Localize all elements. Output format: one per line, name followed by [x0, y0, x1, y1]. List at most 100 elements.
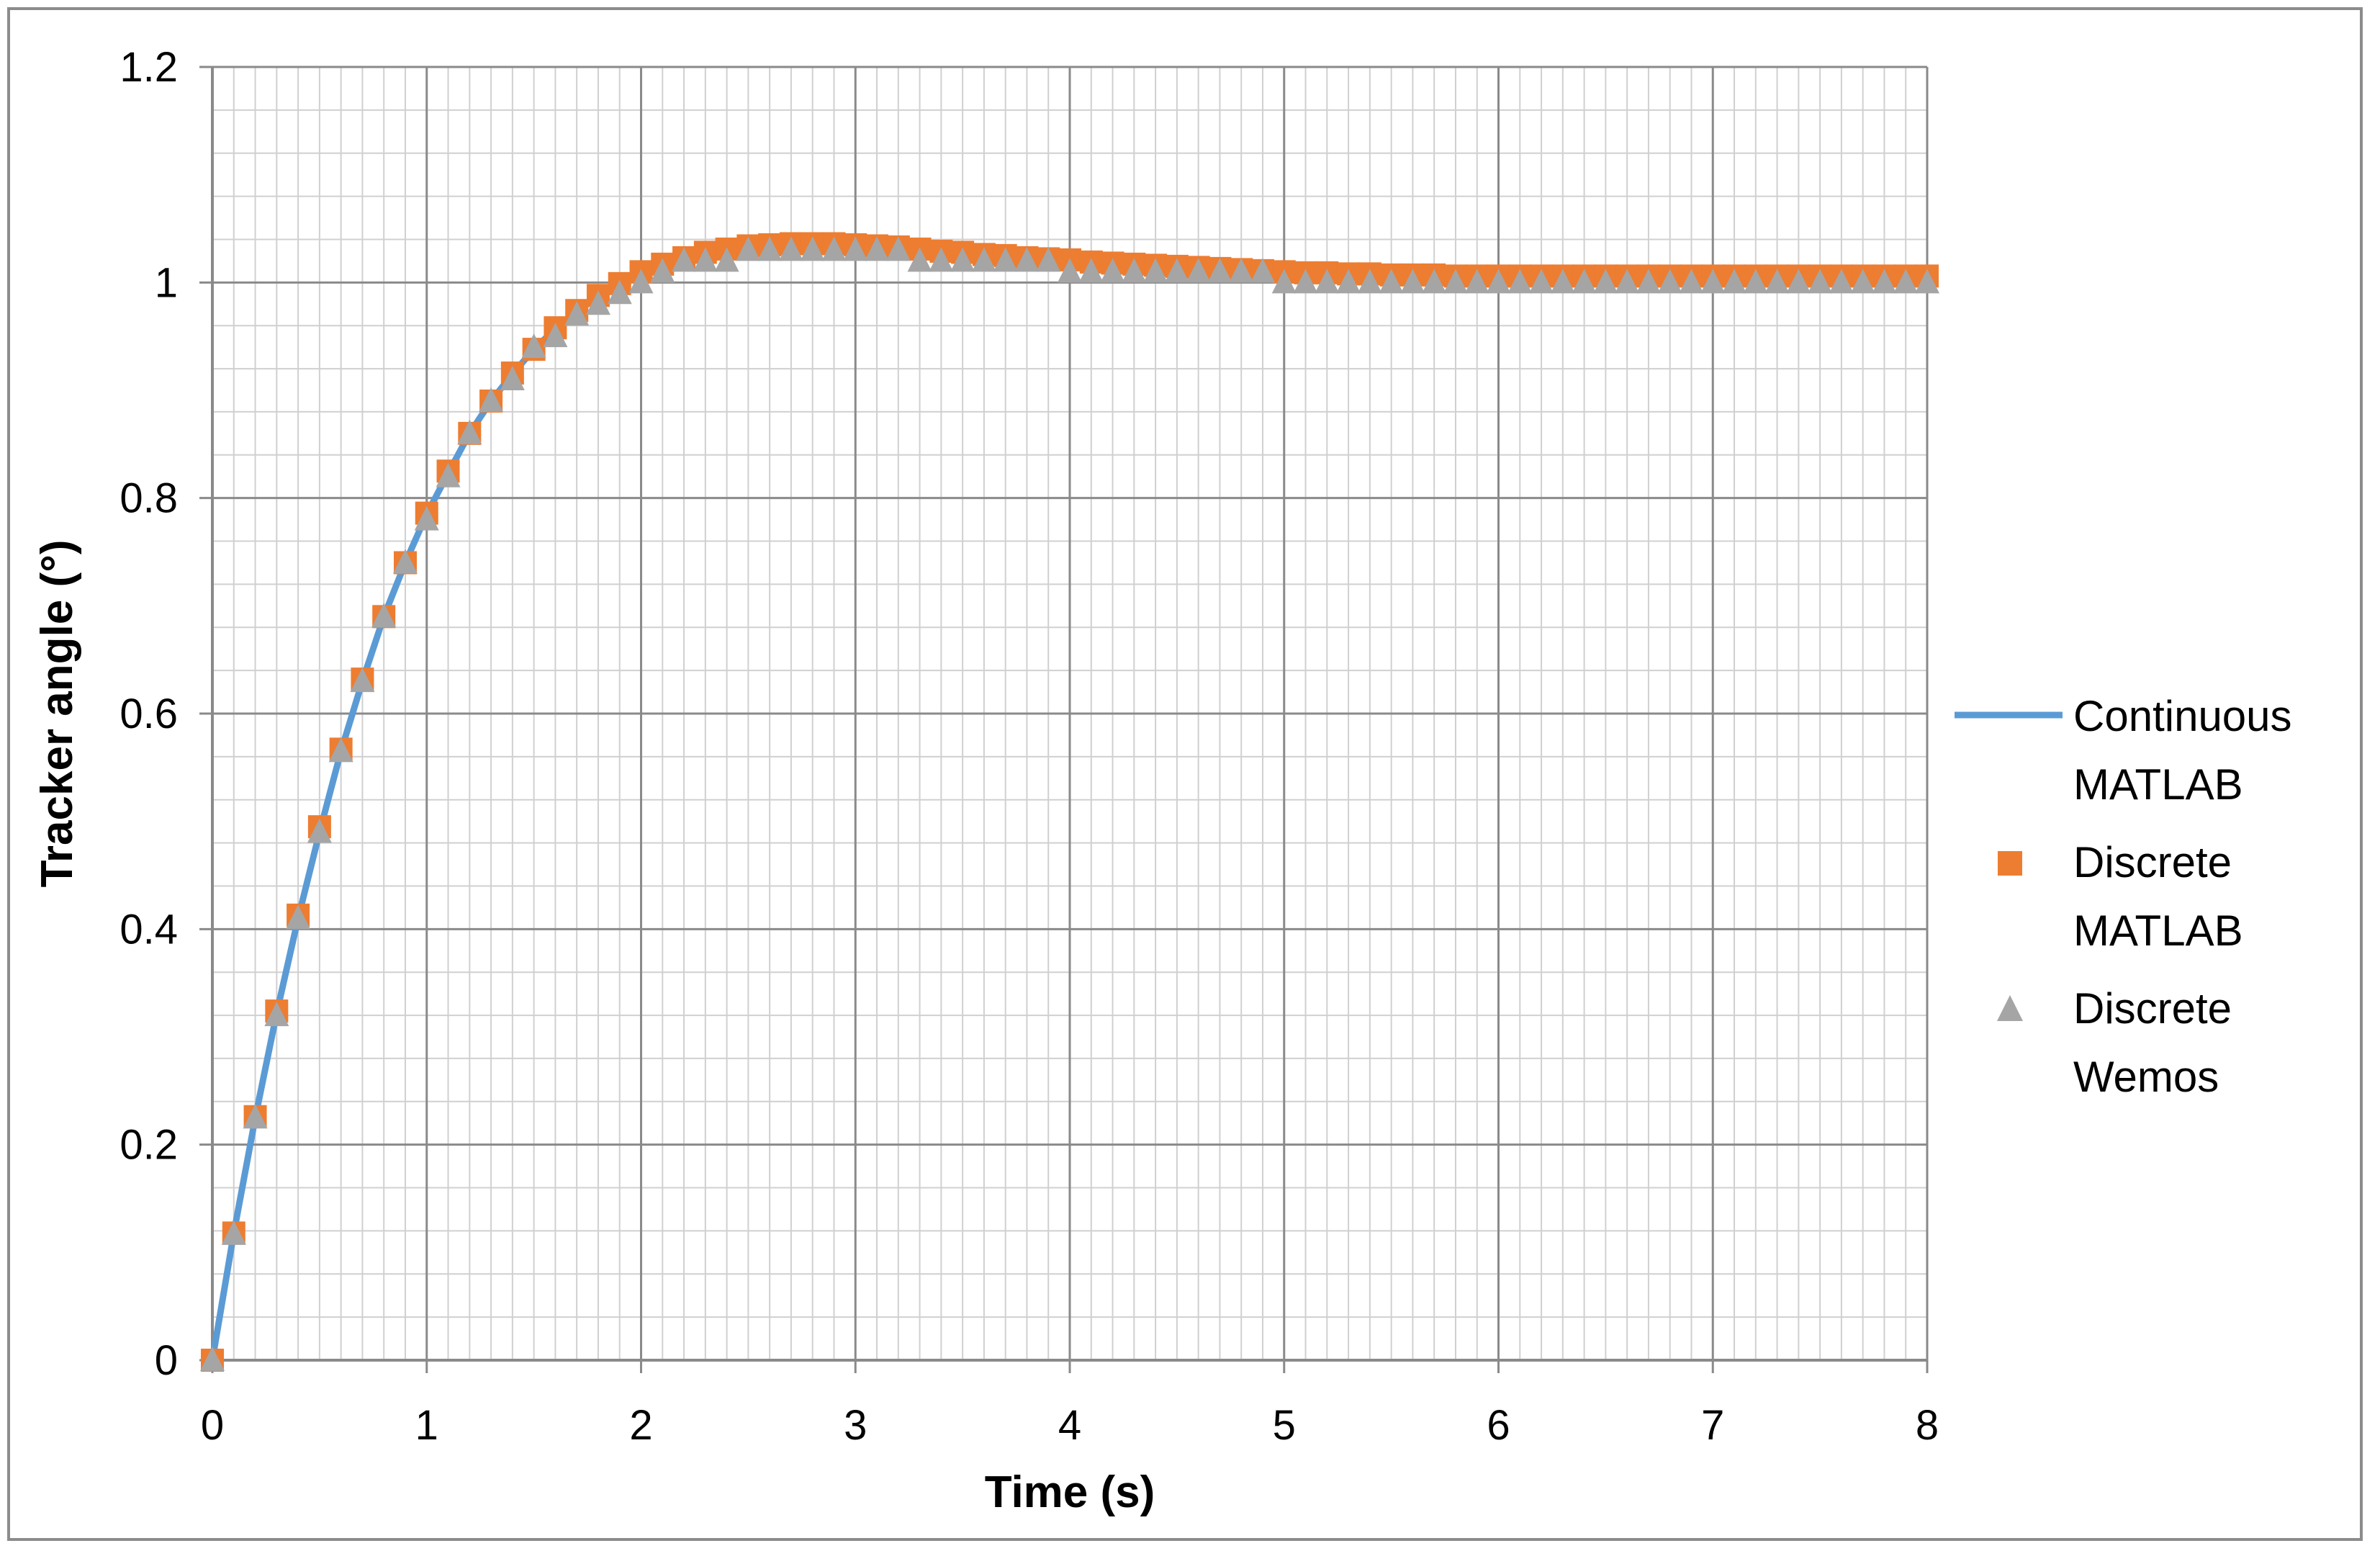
triangle-marker [1743, 269, 1768, 294]
triangle-marker [778, 236, 803, 261]
legend: Continuous MATLAB Discrete MATLAB Discre… [1955, 692, 2292, 1101]
legend-square-swatch [1998, 851, 2022, 876]
triangle-marker [1143, 258, 1168, 283]
x-tick-label: 1 [415, 1402, 438, 1449]
triangle-marker [800, 236, 825, 261]
triangle-marker [307, 818, 332, 843]
triangle-marker [628, 269, 654, 294]
x-tick-label: 8 [1916, 1402, 1939, 1449]
triangle-marker [607, 279, 632, 305]
triangle-marker [1550, 269, 1575, 294]
triangle-marker [1657, 269, 1682, 294]
legend-label: Discrete [2073, 838, 2232, 886]
triangle-marker [865, 236, 890, 261]
x-tick-label: 6 [1487, 1402, 1510, 1449]
triangle-marker [821, 236, 847, 261]
triangle-marker [714, 247, 739, 272]
x-tick-label: 3 [844, 1402, 867, 1449]
triangle-marker [414, 505, 439, 531]
triangle-marker [1122, 258, 1147, 283]
triangle-marker [1164, 258, 1189, 283]
triangle-marker [1293, 269, 1318, 294]
legend-triangle-swatch [1997, 995, 2023, 1021]
triangle-marker [1593, 269, 1618, 294]
triangle-marker [264, 1002, 289, 1027]
triangle-marker [1014, 247, 1040, 272]
triangle-marker [521, 333, 546, 359]
legend-item-continuous-matlab: Continuous MATLAB [1955, 692, 2292, 809]
legend-item-discrete-matlab: Discrete MATLAB [1998, 838, 2243, 955]
triangle-marker [1808, 269, 1833, 294]
triangle-marker [1379, 269, 1404, 294]
triangle-marker [1507, 269, 1533, 294]
triangle-marker [1186, 258, 1211, 283]
y-tick-label: 0.8 [120, 475, 178, 522]
triangle-marker [328, 737, 353, 763]
triangle-marker [1486, 269, 1511, 294]
triangle-marker [1315, 269, 1340, 294]
triangle-marker [1915, 269, 1939, 294]
triangle-marker [1764, 269, 1790, 294]
triangle-marker [1058, 258, 1082, 283]
triangle-marker [1036, 247, 1061, 272]
triangle-marker [1529, 269, 1554, 294]
legend-label: Continuous [2073, 692, 2292, 740]
triangle-marker [885, 236, 911, 261]
triangle-marker [392, 549, 418, 574]
triangle-marker [757, 236, 783, 261]
triangle-marker [650, 258, 675, 283]
legend-label: MATLAB [2073, 907, 2243, 955]
triangle-marker [1636, 269, 1661, 294]
legend-item-discrete-wemos: Discrete Wemos [1997, 984, 2232, 1101]
triangle-marker [1722, 269, 1747, 294]
triangle-marker [564, 301, 590, 326]
triangle-marker [1700, 269, 1726, 294]
triangle-marker [1872, 269, 1897, 294]
x-axis-title: Time (s) [985, 1467, 1155, 1517]
triangle-marker [736, 236, 761, 261]
triangle-marker [585, 290, 610, 315]
triangle-marker [436, 462, 461, 487]
triangle-marker [1893, 269, 1919, 294]
y-axis-title: Tracker angle (°) [32, 539, 82, 887]
triangle-marker [457, 419, 482, 444]
triangle-marker [950, 247, 975, 272]
triangle-marker [1357, 269, 1382, 294]
triangle-marker [1786, 269, 1811, 294]
triangle-marker [1100, 258, 1125, 283]
triangle-marker [371, 603, 397, 628]
triangle-marker [1271, 269, 1297, 294]
series-discrete-wemos [200, 236, 1939, 1371]
triangle-marker [672, 247, 697, 272]
y-tick-label: 1.2 [120, 44, 178, 91]
triangle-marker [1679, 269, 1704, 294]
x-tick-label: 7 [1701, 1402, 1724, 1449]
triangle-marker [971, 247, 996, 272]
triangle-marker [1250, 258, 1275, 283]
x-tick-labels: 0 1 2 3 4 5 6 7 8 [201, 1402, 1939, 1449]
triangle-marker [1464, 269, 1489, 294]
triangle-marker [907, 247, 932, 272]
y-tick-label: 0 [155, 1337, 178, 1384]
triangle-marker [1229, 258, 1254, 283]
y-tick-label: 0.6 [120, 691, 178, 737]
triangle-marker [1207, 258, 1232, 283]
x-tick-label: 2 [629, 1402, 652, 1449]
triangle-marker [1400, 269, 1425, 294]
triangle-marker [1443, 269, 1468, 294]
x-tick-label: 5 [1273, 1402, 1296, 1449]
triangle-marker [693, 247, 718, 272]
axes [211, 67, 1927, 1362]
triangle-marker [929, 247, 954, 272]
triangle-marker [1078, 258, 1104, 283]
triangle-marker [200, 1347, 225, 1371]
triangle-marker [993, 247, 1018, 272]
y-tick-label: 0.4 [120, 906, 178, 953]
triangle-marker [1336, 269, 1361, 294]
y-tick-labels: 0 0.2 0.4 0.6 0.8 1 1.2 [120, 44, 178, 1384]
triangle-marker [1422, 269, 1447, 294]
y-tick-label: 0.2 [120, 1122, 178, 1169]
triangle-marker [286, 904, 311, 930]
triangle-marker [350, 667, 375, 693]
